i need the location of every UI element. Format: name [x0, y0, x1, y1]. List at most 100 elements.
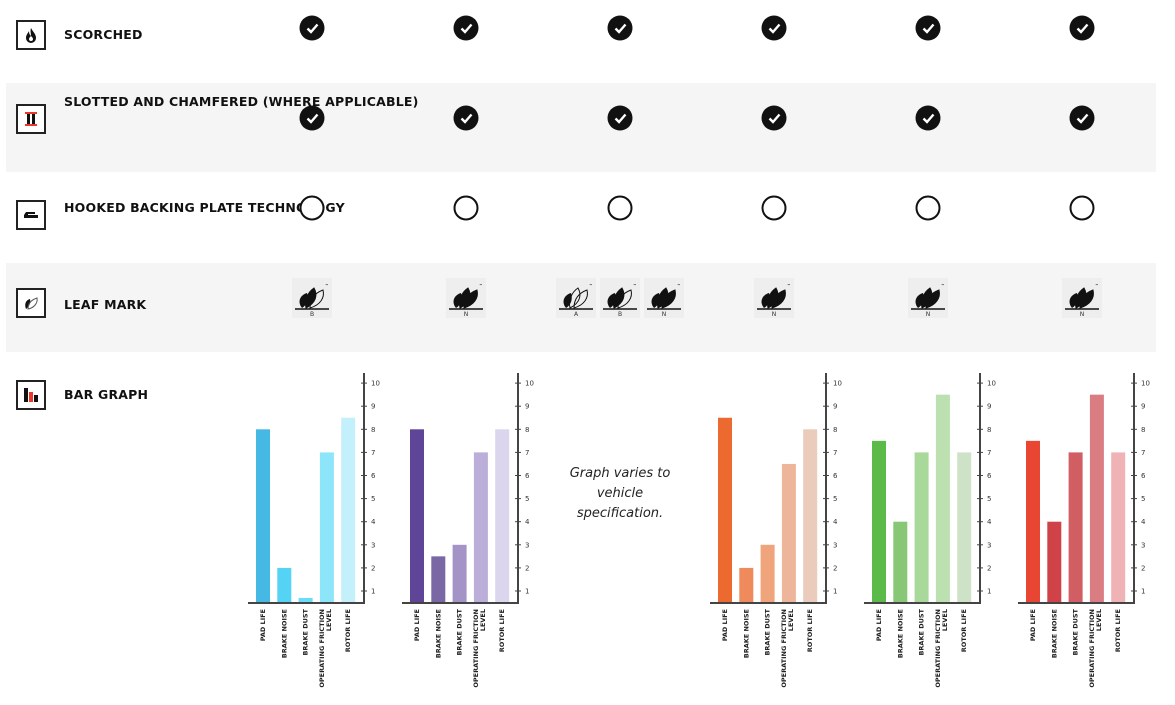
y-tick-label: 3	[833, 541, 837, 549]
leaf-mark-a-icon: ™ A	[556, 278, 596, 318]
bar	[1068, 452, 1083, 603]
bar	[341, 417, 356, 603]
row-label: BAR GRAPH	[64, 387, 149, 402]
y-tick-label: 7	[525, 449, 529, 457]
feature-cell: ™ B	[292, 278, 332, 318]
y-tick-label: 4	[1141, 518, 1146, 526]
bar-chart: PAD LIFE BRAKE NOISE BRAKE DUST OPERATING F…	[710, 373, 842, 688]
feature-cell	[915, 105, 941, 131]
backing-plate-icon	[16, 200, 46, 230]
category-label: LEVEL	[787, 609, 795, 631]
leaf-grade: B	[618, 311, 622, 318]
y-tick-label: 9	[525, 403, 529, 411]
category-label: OPERATING FRICTION	[934, 609, 942, 688]
empty-circle-icon	[915, 195, 941, 221]
y-tick-label: 6	[525, 472, 530, 480]
y-tick-label: 5	[371, 495, 375, 503]
y-tick-label: 1	[833, 588, 837, 596]
feature-cell	[607, 195, 633, 221]
feature-cell: ™ N	[1062, 278, 1102, 318]
category-label: BRAKE DUST	[302, 608, 310, 655]
feature-cell: ™ N	[754, 278, 794, 318]
y-tick-label: 1	[525, 588, 529, 596]
y-tick-label: 2	[1141, 564, 1145, 572]
leaf-mark-b-icon: ™ B	[292, 278, 332, 318]
y-tick-label: 2	[987, 564, 991, 572]
row-scorched: SCORCHED	[6, 0, 1156, 72]
category-label: ROTOR LIFE	[806, 609, 814, 652]
feature-cell	[1069, 105, 1095, 131]
feature-cell	[453, 105, 479, 131]
row-bar-graph: BAR GRAPH	[6, 352, 1156, 705]
y-tick-label: 4	[987, 518, 992, 526]
feature-cell	[299, 15, 325, 41]
feature-cell	[761, 15, 787, 41]
y-tick-label: 2	[833, 564, 837, 572]
category-label: BRAKE DUST	[1072, 608, 1080, 655]
svg-text:™: ™	[589, 283, 593, 288]
category-label: ROTOR LIFE	[960, 609, 968, 652]
y-tick-label: 7	[833, 449, 837, 457]
leaf-mark-n-icon: ™ N	[644, 278, 684, 318]
bar	[298, 597, 313, 603]
check-icon	[607, 15, 633, 41]
feature-cell	[1069, 195, 1095, 221]
y-tick-label: 6	[1141, 472, 1146, 480]
y-tick-label: 1	[371, 588, 375, 596]
bar	[452, 544, 467, 603]
y-tick-label: 10	[987, 380, 996, 388]
bar	[431, 556, 446, 603]
category-label: OPERATING FRICTION	[1088, 609, 1096, 688]
y-tick-label: 9	[1141, 403, 1145, 411]
y-tick-label: 5	[833, 495, 837, 503]
y-tick-label: 1	[987, 588, 991, 596]
row-label: SLOTTED AND CHAMFERED (WHERE APPLICABLE)	[64, 94, 419, 109]
graph-note: Graph varies to vehicle specification.	[569, 466, 671, 521]
empty-circle-icon	[453, 195, 479, 221]
category-label: PAD LIFE	[259, 609, 267, 641]
y-tick-label: 8	[833, 426, 837, 434]
row-label: HOOKED BACKING PLATE TECHNOLOGY	[64, 200, 345, 215]
feature-cell	[915, 195, 941, 221]
row-slotted: SLOTTED AND CHAMFERED (WHERE APPLICABLE)	[6, 83, 1156, 172]
leaf-grade: A	[574, 311, 579, 318]
feature-cell	[1069, 15, 1095, 41]
empty-circle-icon	[299, 195, 325, 221]
check-icon	[299, 15, 325, 41]
leaf-grade: N	[772, 311, 777, 318]
y-tick-label: 10	[1141, 380, 1150, 388]
check-icon	[761, 15, 787, 41]
feature-cell: ™ N	[908, 278, 948, 318]
bar	[277, 567, 292, 603]
y-tick-label: 4	[833, 518, 838, 526]
svg-text:™: ™	[1095, 283, 1099, 288]
y-tick-label: 2	[525, 564, 529, 572]
category-label: OPERATING FRICTION	[780, 609, 788, 688]
svg-text:™: ™	[787, 283, 791, 288]
category-label: ROTOR LIFE	[1114, 609, 1122, 652]
bar	[739, 567, 754, 603]
y-tick-label: 3	[525, 541, 529, 549]
empty-circle-icon	[761, 195, 787, 221]
y-tick-label: 9	[371, 403, 375, 411]
bar	[319, 452, 334, 603]
check-icon	[915, 105, 941, 131]
feature-cell: ™ A ™ B ™ N	[556, 278, 684, 318]
category-label: BRAKE NOISE	[434, 609, 442, 658]
y-tick-label: 7	[371, 449, 375, 457]
category-label: PAD LIFE	[721, 609, 729, 641]
leaf-grade: B	[310, 311, 314, 318]
leaf-mark-n-icon: ™ N	[446, 278, 486, 318]
category-label: LEVEL	[325, 609, 333, 631]
leaf-grade: N	[926, 311, 931, 318]
bar	[473, 452, 488, 603]
svg-text:™: ™	[479, 283, 483, 288]
y-tick-label: 6	[987, 472, 992, 480]
category-label: LEVEL	[941, 609, 949, 631]
category-label: PAD LIFE	[875, 609, 883, 641]
bar	[256, 429, 270, 603]
y-tick-label: 9	[987, 403, 991, 411]
row-label: LEAF MARK	[64, 297, 147, 312]
leaf-grade: N	[464, 311, 469, 318]
feature-cell	[915, 15, 941, 41]
